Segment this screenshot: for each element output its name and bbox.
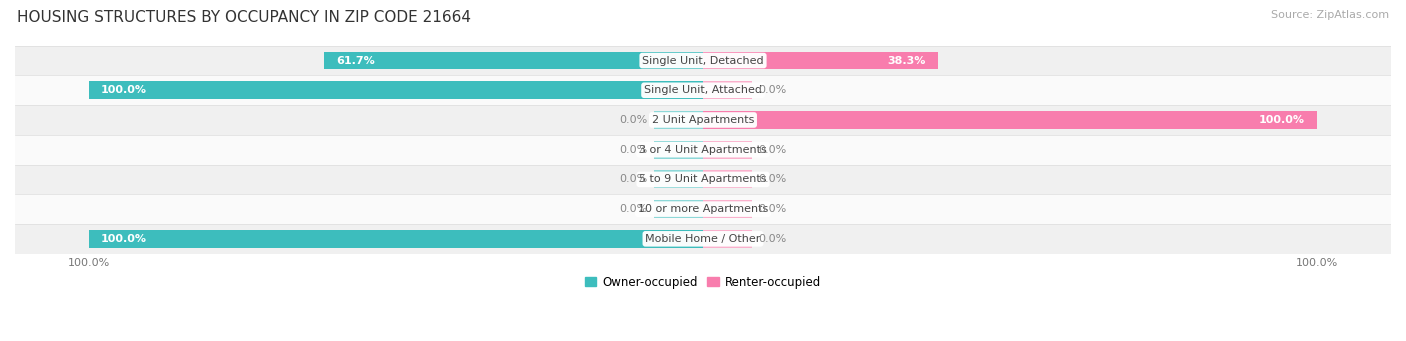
Bar xyxy=(15,105,1391,135)
Bar xyxy=(703,51,938,70)
Bar xyxy=(654,200,703,218)
Bar xyxy=(654,111,703,129)
Text: HOUSING STRUCTURES BY OCCUPANCY IN ZIP CODE 21664: HOUSING STRUCTURES BY OCCUPANCY IN ZIP C… xyxy=(17,10,471,25)
Text: 38.3%: 38.3% xyxy=(887,56,927,65)
Text: Source: ZipAtlas.com: Source: ZipAtlas.com xyxy=(1271,10,1389,20)
Text: 0.0%: 0.0% xyxy=(758,234,786,244)
Bar xyxy=(15,165,1391,194)
Bar xyxy=(703,170,752,188)
Bar xyxy=(703,111,1317,129)
Text: 100.0%: 100.0% xyxy=(1258,115,1305,125)
Bar xyxy=(15,135,1391,165)
Bar xyxy=(703,81,752,99)
Text: 100.0%: 100.0% xyxy=(101,85,148,95)
Text: Single Unit, Attached: Single Unit, Attached xyxy=(644,85,762,95)
Text: 10 or more Apartments: 10 or more Apartments xyxy=(638,204,768,214)
Text: 0.0%: 0.0% xyxy=(758,174,786,184)
Bar xyxy=(703,141,752,159)
Text: 0.0%: 0.0% xyxy=(758,145,786,155)
Bar xyxy=(15,224,1391,254)
Text: 0.0%: 0.0% xyxy=(758,85,786,95)
Text: 61.7%: 61.7% xyxy=(336,56,375,65)
Bar xyxy=(15,194,1391,224)
Bar xyxy=(703,200,752,218)
Text: 0.0%: 0.0% xyxy=(620,204,648,214)
Text: Single Unit, Detached: Single Unit, Detached xyxy=(643,56,763,65)
Bar xyxy=(15,46,1391,75)
Text: 0.0%: 0.0% xyxy=(620,174,648,184)
Legend: Owner-occupied, Renter-occupied: Owner-occupied, Renter-occupied xyxy=(579,271,827,294)
Text: 100.0%: 100.0% xyxy=(101,234,148,244)
Bar xyxy=(654,141,703,159)
Bar xyxy=(654,170,703,188)
Text: Mobile Home / Other: Mobile Home / Other xyxy=(645,234,761,244)
Bar xyxy=(15,75,1391,105)
Bar xyxy=(323,51,703,70)
Text: 0.0%: 0.0% xyxy=(620,145,648,155)
Text: 0.0%: 0.0% xyxy=(620,115,648,125)
Bar xyxy=(89,230,703,248)
Text: 2 Unit Apartments: 2 Unit Apartments xyxy=(652,115,754,125)
Text: 5 to 9 Unit Apartments: 5 to 9 Unit Apartments xyxy=(640,174,766,184)
Bar xyxy=(703,230,752,248)
Text: 0.0%: 0.0% xyxy=(758,204,786,214)
Bar xyxy=(89,81,703,99)
Text: 3 or 4 Unit Apartments: 3 or 4 Unit Apartments xyxy=(640,145,766,155)
